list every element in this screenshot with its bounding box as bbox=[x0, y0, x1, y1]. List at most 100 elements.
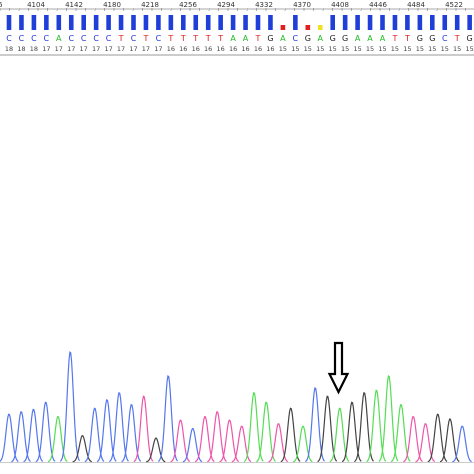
trace-peak bbox=[182, 427, 203, 463]
base-call: T bbox=[167, 34, 173, 43]
ruler-label: 4484 bbox=[407, 1, 425, 9]
base-call: G bbox=[467, 34, 473, 43]
quality-value: 15 bbox=[378, 45, 386, 53]
base-call: C bbox=[442, 34, 448, 43]
quality-bar bbox=[143, 15, 149, 30]
ruler-label: 66 bbox=[0, 1, 3, 9]
quality-value: 18 bbox=[30, 45, 38, 53]
quality-value: 16 bbox=[229, 45, 237, 53]
quality-bar bbox=[6, 15, 12, 30]
base-call: C bbox=[156, 34, 162, 43]
quality-bar bbox=[181, 15, 186, 30]
base-call: T bbox=[217, 34, 223, 43]
base-call: T bbox=[392, 34, 398, 43]
base-call: C bbox=[31, 34, 37, 43]
ruler-label: 4142 bbox=[65, 1, 83, 9]
down-arrow-icon bbox=[327, 341, 350, 395]
base-call: A bbox=[380, 34, 386, 43]
quality-value: 15 bbox=[304, 45, 312, 53]
base-call: T bbox=[180, 34, 186, 43]
ruler-background bbox=[0, 0, 474, 10]
quality-bar bbox=[293, 15, 298, 30]
quality-value: 15 bbox=[291, 45, 299, 53]
ruler-label: 4294 bbox=[217, 1, 235, 9]
base-call: T bbox=[205, 34, 211, 43]
base-call: A bbox=[243, 34, 249, 43]
quality-value: 15 bbox=[279, 45, 287, 53]
quality-bar bbox=[93, 15, 99, 30]
ruler-label: 4522 bbox=[445, 1, 463, 9]
trace-peak bbox=[378, 375, 399, 462]
quality-value: 17 bbox=[117, 45, 125, 53]
quality-value: 15 bbox=[403, 45, 411, 53]
quality-value: 15 bbox=[353, 45, 361, 53]
base-call: C bbox=[293, 34, 299, 43]
quality-value: 18 bbox=[5, 45, 13, 53]
mutation-marker bbox=[327, 341, 350, 395]
base-call: T bbox=[454, 34, 460, 43]
quality-bar bbox=[367, 15, 373, 30]
quality-bar bbox=[31, 15, 37, 30]
quality-value: 15 bbox=[416, 45, 424, 53]
base-call: G bbox=[417, 34, 423, 43]
quality-value: 16 bbox=[167, 45, 175, 53]
base-call: A bbox=[280, 34, 286, 43]
quality-value: 16 bbox=[192, 45, 200, 53]
base-call: C bbox=[6, 34, 12, 43]
trace-peak bbox=[59, 350, 81, 462]
quality-value: 15 bbox=[366, 45, 374, 53]
quality-value: 17 bbox=[55, 45, 63, 53]
quality-value: 16 bbox=[241, 45, 249, 53]
ruler-label: 4104 bbox=[27, 1, 45, 9]
base-call: T bbox=[118, 34, 124, 43]
quality-bar bbox=[68, 15, 74, 30]
ruler-label: 4332 bbox=[255, 1, 273, 9]
quality-bar bbox=[230, 15, 236, 30]
quality-bar bbox=[156, 15, 161, 30]
quality-bar bbox=[392, 15, 398, 30]
quality-bar bbox=[280, 25, 286, 30]
quality-bar bbox=[330, 15, 335, 30]
quality-bar bbox=[305, 25, 311, 30]
ruler-label: 4218 bbox=[141, 1, 159, 9]
quality-bar bbox=[205, 15, 211, 30]
base-call: T bbox=[255, 34, 261, 43]
quality-value: 15 bbox=[466, 45, 474, 53]
quality-bar bbox=[454, 15, 460, 30]
trace-peak bbox=[47, 415, 68, 463]
quality-bar bbox=[168, 15, 174, 30]
quality-value: 15 bbox=[329, 45, 337, 53]
quality-value: 17 bbox=[42, 45, 50, 53]
base-call: C bbox=[106, 34, 112, 43]
quality-value: 15 bbox=[391, 45, 399, 53]
quality-bar bbox=[218, 15, 223, 30]
base-call: A bbox=[318, 34, 324, 43]
trace-area bbox=[0, 350, 474, 463]
quality-value: 15 bbox=[441, 45, 449, 53]
quality-value-row: 18 18 18 17 17 17 17 17 17 17 17 17 17 16 16 16 16 16 16 16… bbox=[0, 45, 474, 56]
base-call: T bbox=[192, 34, 198, 43]
quality-bar bbox=[81, 15, 86, 30]
base-call: A bbox=[56, 34, 62, 43]
ruler-label: 4446 bbox=[369, 1, 387, 9]
quality-bars bbox=[6, 15, 472, 30]
quality-value: 17 bbox=[92, 45, 100, 53]
quality-bar bbox=[193, 15, 199, 30]
trace-peak bbox=[231, 425, 252, 463]
quality-bar bbox=[342, 15, 348, 30]
quality-value: 16 bbox=[266, 45, 274, 53]
trace-peak bbox=[452, 425, 472, 463]
trace-peak bbox=[145, 437, 166, 463]
base-call: C bbox=[93, 34, 99, 43]
trace-peak bbox=[72, 435, 93, 463]
trace-peak bbox=[157, 375, 179, 462]
base-call: C bbox=[19, 34, 25, 43]
quality-value: 15 bbox=[316, 45, 324, 53]
quality-value: 17 bbox=[154, 45, 162, 53]
quality-bar bbox=[268, 15, 273, 30]
quality-value: 16 bbox=[204, 45, 212, 53]
quality-value: 17 bbox=[142, 45, 150, 53]
trace-peak bbox=[292, 425, 313, 463]
